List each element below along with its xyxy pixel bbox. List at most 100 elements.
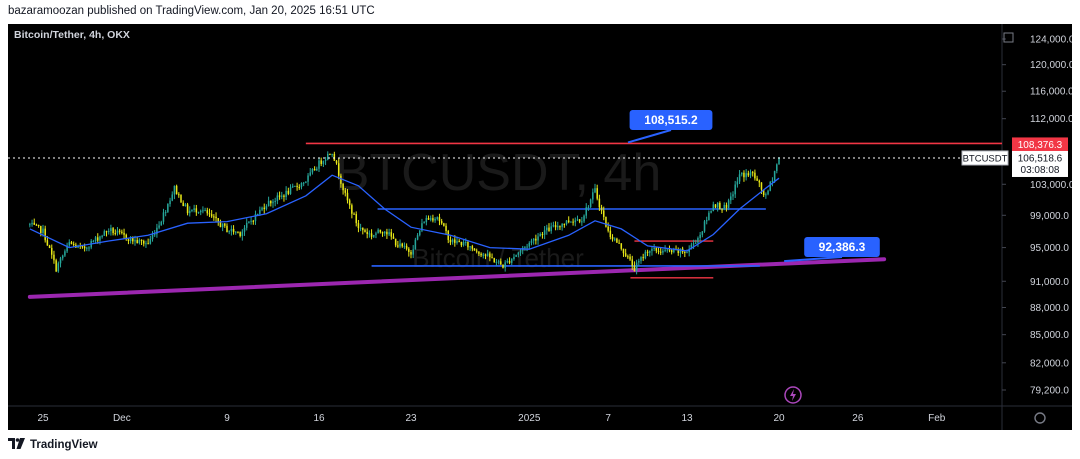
fullscreen-icon[interactable] [1003, 32, 1014, 43]
candle-body [456, 241, 458, 243]
candle-body [37, 224, 40, 227]
candle-body [202, 210, 204, 212]
candle-body [504, 262, 506, 268]
candle-body [567, 220, 570, 223]
candle-body [296, 185, 298, 187]
candle-body [416, 235, 419, 240]
candle-body [364, 230, 366, 232]
candle-body [230, 228, 233, 232]
candle-body [94, 237, 97, 242]
candle-body [195, 208, 198, 213]
support-callout-bg[interactable] [804, 237, 880, 257]
candle-body [147, 243, 149, 245]
candle-body [366, 231, 368, 234]
candle-body [199, 210, 202, 213]
settings-gear-icon[interactable] [1034, 412, 1046, 424]
candle-body [552, 225, 555, 227]
candle-body [495, 261, 498, 263]
candle-body [241, 231, 244, 236]
candle-body [767, 190, 769, 195]
candle-body [778, 157, 780, 165]
candle-body [289, 187, 292, 194]
candle-body [68, 242, 71, 246]
candle-body [72, 243, 75, 245]
support-callout[interactable]: 92,386.3 [819, 240, 866, 254]
candle-body [167, 204, 169, 212]
candle-body [659, 251, 662, 253]
y-tick-label: 79,200.0 [1030, 386, 1069, 397]
candle-body [692, 243, 695, 245]
candle-body [346, 192, 349, 201]
candle-body [351, 205, 353, 214]
candle-body [261, 207, 263, 210]
candle-body [342, 183, 344, 191]
candle-body [110, 228, 112, 232]
candle-body [149, 238, 152, 244]
candle-body [443, 223, 445, 226]
candle-body [121, 231, 123, 233]
candle-body [61, 255, 64, 259]
candle-body [164, 211, 167, 213]
candle-body [86, 247, 88, 249]
candle-body [153, 234, 156, 236]
candle-body [116, 230, 119, 234]
candle-body [684, 252, 686, 254]
candle-body [642, 257, 644, 259]
candle-body [719, 202, 721, 210]
candle-body [670, 250, 673, 253]
candle-body [311, 169, 314, 173]
lightning-icon[interactable] [784, 386, 802, 404]
candle-body [508, 260, 511, 263]
candle-body [449, 239, 452, 243]
candle-body [653, 247, 655, 249]
candle-body [184, 204, 187, 206]
candle-body [581, 221, 583, 223]
candle-body [29, 224, 31, 226]
candle-body [638, 260, 640, 263]
candle-body [434, 218, 436, 221]
candle-body [125, 234, 128, 240]
candle-body [730, 196, 732, 201]
candle-body [758, 180, 761, 183]
candle-body [631, 259, 634, 266]
candle-body [114, 233, 117, 235]
candle-body [432, 218, 434, 221]
candle-body [355, 214, 358, 224]
chart-panel[interactable]: BTCUSDT, 4h Bitcoin / Tether Bitcoin/Tethe… [8, 24, 1072, 430]
candle-body [451, 239, 454, 243]
candle-body [160, 221, 163, 226]
candle-body [107, 231, 110, 233]
candle-body [156, 227, 158, 235]
candle-body [134, 240, 136, 242]
candle-body [578, 219, 581, 222]
candle-body [162, 212, 165, 222]
candle-body [705, 220, 708, 222]
symbol-tag: BTCUSDT [963, 153, 1008, 164]
candle-body [237, 231, 239, 233]
candle-body [541, 234, 544, 236]
resistance-callout[interactable]: 108,515.2 [644, 113, 698, 127]
candle-body [294, 185, 296, 187]
candle-body [576, 219, 579, 221]
candle-body [438, 217, 441, 222]
candle-body [633, 265, 636, 272]
candle-body [175, 185, 178, 195]
candle-body [191, 209, 193, 211]
candle-body [493, 258, 496, 263]
candle-body [607, 226, 609, 231]
candle-body [322, 161, 325, 164]
candle-body [600, 207, 603, 211]
candle-body [745, 173, 747, 178]
candle-body [640, 257, 642, 261]
resistance-callout-bg[interactable] [629, 110, 713, 130]
candle-body [55, 260, 57, 272]
candle-body [300, 182, 303, 188]
candle-body [561, 223, 563, 227]
candle-body [208, 213, 211, 215]
candle-body [265, 206, 268, 210]
candle-body [324, 159, 327, 162]
candle-body [252, 220, 255, 222]
price-label-last-bg [1012, 150, 1068, 177]
candle-body [377, 229, 379, 234]
